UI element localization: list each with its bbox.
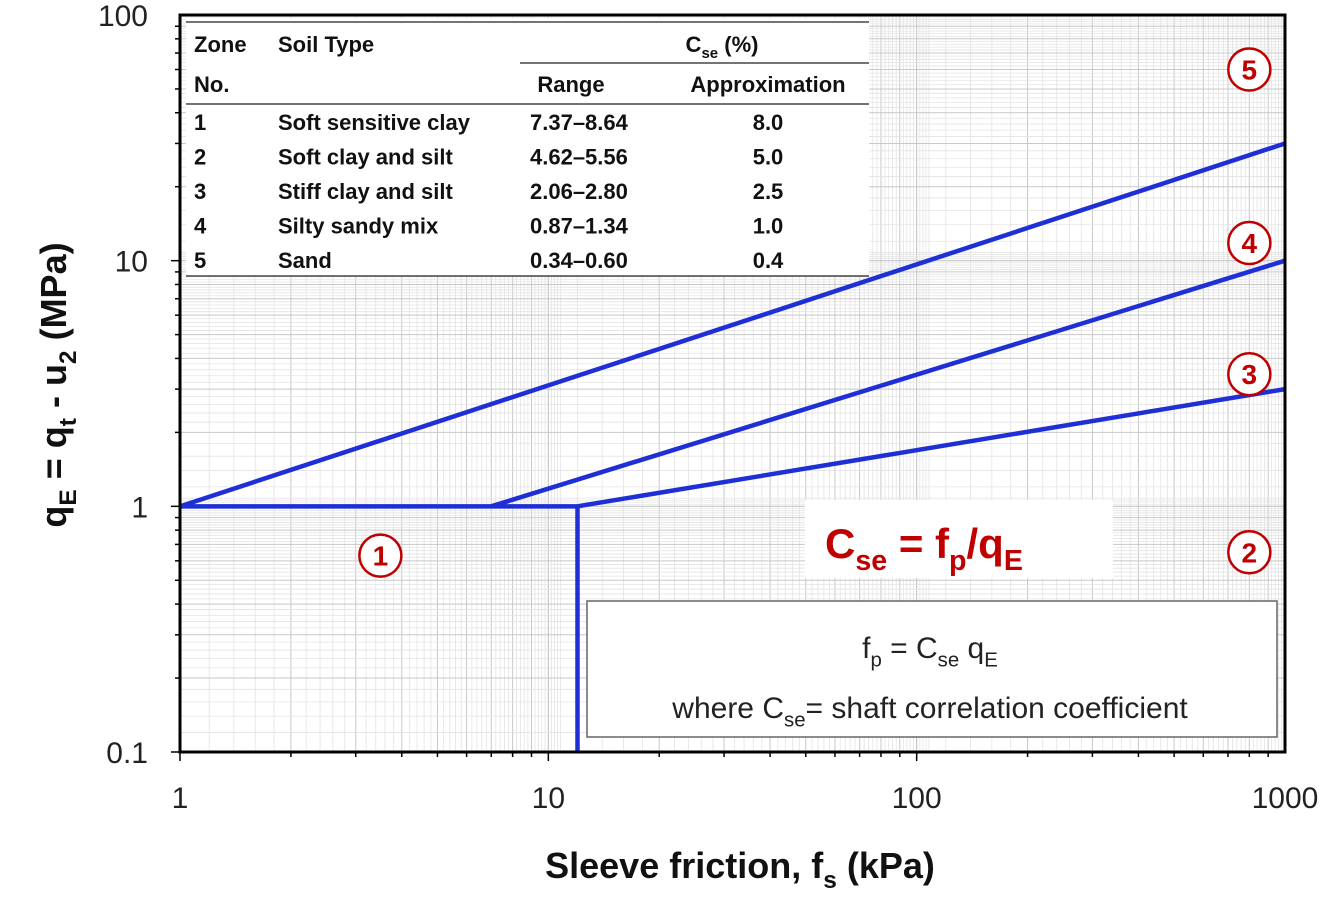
zone-circle-1 — [358, 533, 403, 578]
y-tick-label: 100 — [98, 0, 148, 33]
formula-background — [805, 500, 1113, 578]
x-tick-label: 1000 — [1252, 782, 1319, 815]
table-header-range: Range — [537, 72, 604, 97]
table-cell-zone: 5 — [194, 248, 206, 273]
note-box — [586, 600, 1278, 738]
x-axis-title: Sleeve friction, fs (kPa) — [545, 845, 935, 894]
table-cell-range: 0.87–1.34 — [530, 214, 629, 239]
note-equation: fp = Cse qE — [862, 632, 998, 671]
y-axis-title: qE = qt - u2 (MPa) — [33, 242, 82, 527]
zone-circle-5 — [1227, 47, 1272, 92]
table-cell-range: 7.37–8.64 — [530, 110, 629, 135]
zone-boundaries — [179, 141, 1286, 752]
boundary-line-2 — [490, 258, 1286, 509]
x-tick-label: 1 — [172, 782, 189, 815]
annotations: 1 2 3 4 5 Cse = fp/qE fp = Cse qE where Cse= sh… — [358, 47, 1278, 738]
note-definition: where Cse= shaft correlation coefficient — [671, 692, 1188, 731]
table-cell-zone: 4 — [194, 214, 207, 239]
table-header-zone: Zone — [194, 32, 247, 57]
table-header-no: No. — [194, 72, 229, 97]
table-cell-approx: 8.0 — [753, 110, 784, 135]
formula-text: Cse = fp/qE — [825, 520, 1023, 577]
table-cell-soil: Silty sandy mix — [278, 214, 439, 239]
table-cell-soil: Stiff clay and silt — [278, 179, 453, 204]
table-cell-soil: Sand — [278, 248, 332, 273]
axes: 1 10 100 1000 0.1 1 10 100 Sleeve friction, fs (… — [33, 0, 1318, 894]
zone-circle-3 — [1227, 351, 1272, 397]
zone-label-5: 5 — [1242, 55, 1258, 86]
table-cell-approx: 1.0 — [753, 214, 784, 239]
y-axis-title-group: qE = qt - u2 (MPa) — [33, 242, 82, 527]
x-tick-label: 100 — [892, 782, 942, 815]
table-cell-approx: 0.4 — [753, 248, 784, 273]
table-cell-approx: 2.5 — [753, 179, 784, 204]
table-header-cse: Cse (%) — [686, 32, 759, 62]
table-header-soil: Soil Type — [278, 32, 374, 57]
x-tick-label: 10 — [532, 782, 565, 815]
table-cell-range: 4.62–5.56 — [530, 145, 628, 170]
table-cell-zone: 2 — [194, 145, 206, 170]
zone-circle-2 — [1227, 530, 1272, 575]
zone-table: Zone No. Soil Type Cse (%) Range Approximatio… — [186, 18, 869, 277]
boundary-line-1 — [179, 141, 1286, 509]
y-tick-label: 0.1 — [106, 737, 148, 770]
boundary-line-3 — [577, 386, 1286, 509]
zone-label-3: 3 — [1242, 359, 1258, 390]
y-tick-label: 1 — [131, 491, 148, 524]
zone-label-2: 2 — [1242, 537, 1258, 568]
zone-label-4: 4 — [1242, 228, 1258, 259]
table-cell-range: 0.34–0.60 — [530, 248, 628, 273]
table-background — [186, 18, 869, 276]
zone-label-1: 1 — [373, 541, 389, 572]
y-tick-label: 10 — [115, 246, 148, 279]
table-cell-soil: Soft clay and silt — [278, 145, 453, 170]
table-cell-range: 2.06–2.80 — [530, 179, 628, 204]
table-cell-zone: 3 — [194, 179, 206, 204]
plot-frame — [178, 13, 1287, 754]
table-header-approx: Approximation — [690, 72, 845, 97]
table-cell-soil: Soft sensitive clay — [278, 110, 471, 135]
zone-circle-4 — [1227, 220, 1272, 266]
table-cell-zone: 1 — [194, 110, 206, 135]
table-cell-approx: 5.0 — [753, 145, 784, 170]
